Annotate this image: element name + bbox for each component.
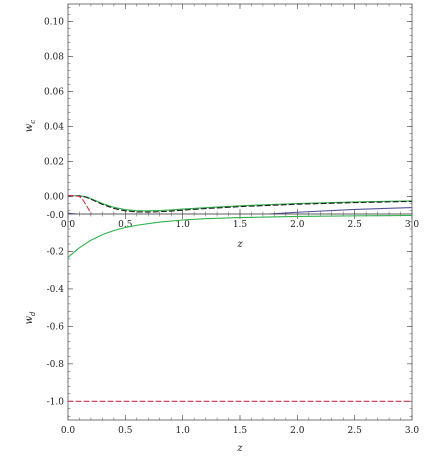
top-plot-frame <box>67 3 413 215</box>
bottom-y-tick-label: -0.6 <box>47 322 65 332</box>
top-series <box>68 195 412 214</box>
bottom-y-axis-label: wd <box>24 311 37 325</box>
bottom-x-tick-label: 3.0 <box>405 426 420 436</box>
top-series-line-2 <box>68 195 412 213</box>
top-series-line-3 <box>68 195 92 214</box>
top-x-axis-label: z <box>236 239 243 250</box>
top-y-tick-label: 0.00 <box>44 193 64 203</box>
bottom-x-tick-label: 2.5 <box>348 426 363 436</box>
top-x-tick-label: 1.0 <box>176 220 191 230</box>
top-x-tick-label: 2.5 <box>348 220 363 230</box>
bottom-y-axis-label-sub: d <box>29 311 37 316</box>
bottom-y-tick-label: -0.8 <box>47 360 65 370</box>
top-y-tick-label: 0.02 <box>44 158 64 168</box>
top-y-tick-label: 0.06 <box>44 88 64 98</box>
bottom-panel: 0.0 0.5 1.0 1.5 2.0 2.5 3.0 -1.0 -0.8 -0.6 -0.4 -0.… <box>24 211 419 454</box>
top-y-axis-label: wc <box>24 120 37 133</box>
bottom-overlap-tick-label: -0.0 <box>47 211 65 221</box>
bottom-y-tick-label: -0.2 <box>47 247 64 257</box>
bottom-x-axis-label: z <box>236 443 243 454</box>
bottom-series <box>68 214 412 402</box>
bottom-x-tick-label: 0.0 <box>61 426 76 436</box>
bottom-y-tick-label: -1.0 <box>47 397 65 407</box>
top-series-line-1 <box>68 195 412 212</box>
bottom-x-tick-label: 1.0 <box>176 426 191 436</box>
bottom-x-tick-label: 0.5 <box>118 426 133 436</box>
bottom-ticks: 0.0 0.5 1.0 1.5 2.0 2.5 3.0 -1.0 -0.8 -0.6 -0.4 -0.… <box>47 213 420 436</box>
top-y-axis-label-sub: c <box>29 120 37 124</box>
bottom-x-tick-label: 1.5 <box>233 426 248 436</box>
top-x-tick-label: 1.5 <box>233 220 248 230</box>
top-ticks: 0.0 0.5 1.0 1.5 2.0 2.5 3.00.000.020.040.060.0… <box>44 4 419 230</box>
top-y-tick-label: 0.08 <box>44 53 64 63</box>
bottom-y-axis-label-main: w <box>24 316 35 325</box>
top-y-tick-label: 0.10 <box>44 18 64 28</box>
bottom-series-line-0 <box>68 214 412 259</box>
bottom-x-tick-label: 2.0 <box>290 426 305 436</box>
top-x-tick-label: 2.0 <box>290 220 305 230</box>
top-series-line-0 <box>68 206 412 214</box>
top-panel: 0.0 0.5 1.0 1.5 2.0 2.5 3.00.000.020.040.060.0… <box>24 3 419 250</box>
top-y-tick-label: 0.04 <box>44 123 64 133</box>
top-y-axis-label-main: w <box>24 123 35 132</box>
bottom-y-tick-label: -0.4 <box>47 285 65 295</box>
top-x-tick-label: 0.5 <box>118 220 133 230</box>
